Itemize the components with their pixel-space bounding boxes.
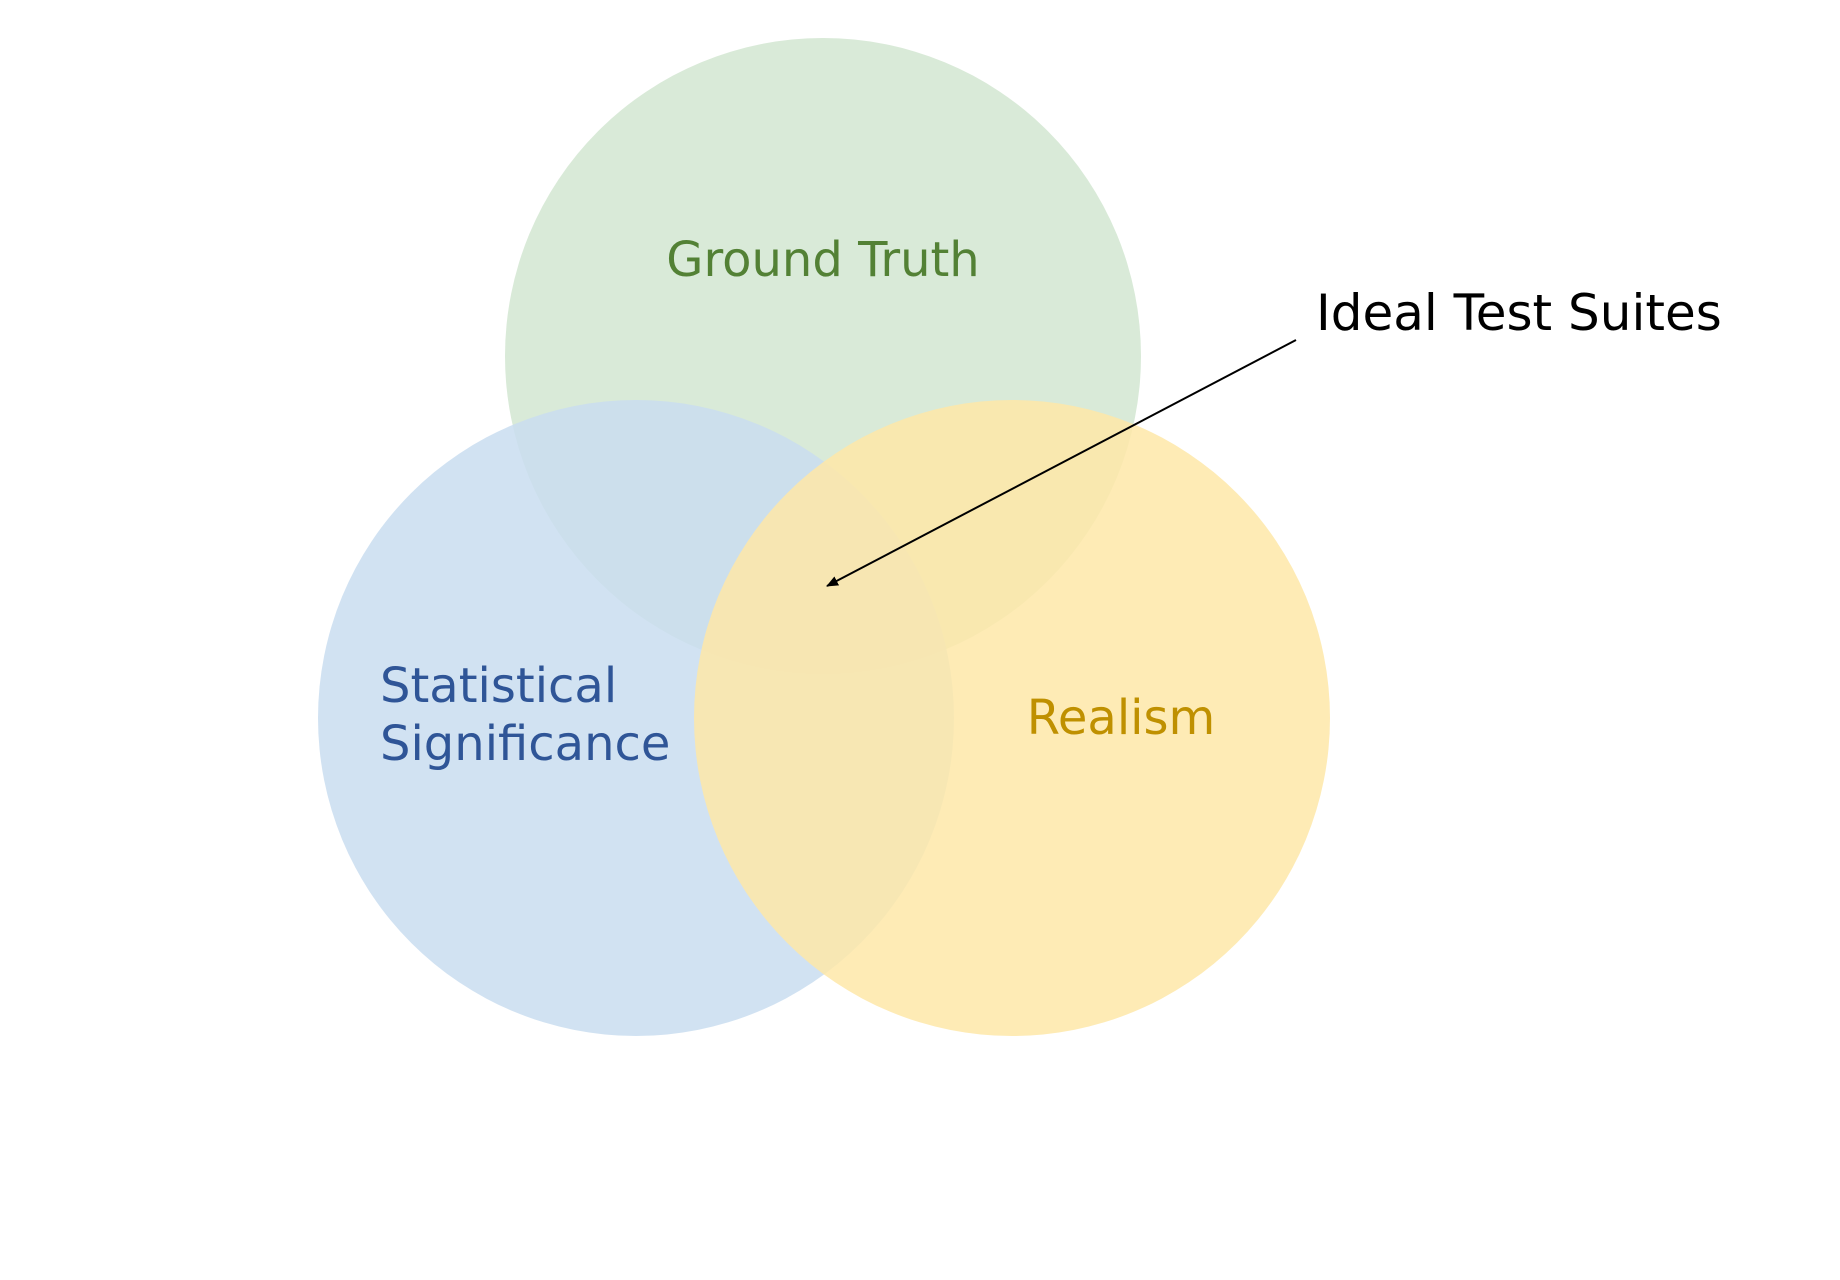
statistical-significance-label-line-2: Significance <box>380 716 670 772</box>
realism-label-line: Realism <box>1027 690 1216 746</box>
ground-truth-label-line: Ground Truth <box>666 232 979 288</box>
statistical-significance-label: Statistical Significance <box>380 658 670 772</box>
ground-truth-label: Ground Truth <box>666 232 979 288</box>
statistical-significance-label-line-1: Statistical <box>380 658 617 714</box>
realism-circle <box>694 400 1330 1036</box>
callout-label: Ideal Test Suites <box>1316 284 1722 342</box>
callout-arrow <box>826 339 1297 587</box>
realism-label: Realism <box>1027 690 1216 746</box>
